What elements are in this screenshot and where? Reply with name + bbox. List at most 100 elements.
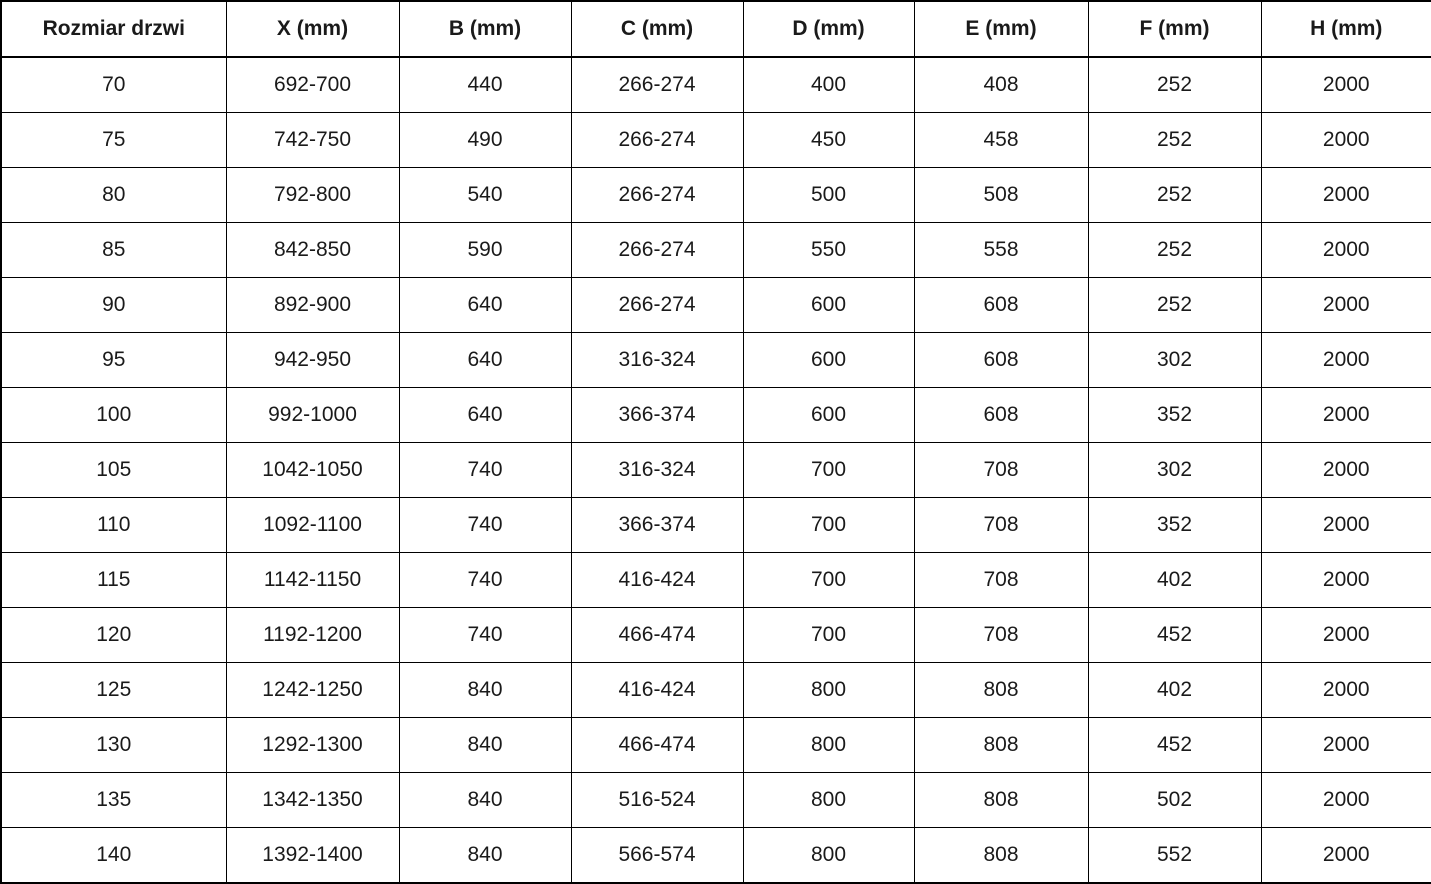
column-header-d: D (mm) bbox=[742, 0, 915, 58]
table-cell: 808 bbox=[913, 772, 1089, 828]
table-cell: 120 bbox=[0, 607, 227, 663]
table-cell: 105 bbox=[0, 442, 227, 498]
table-cell: 600 bbox=[742, 277, 915, 333]
table-cell: 352 bbox=[1087, 497, 1262, 553]
table-cell: 700 bbox=[742, 607, 915, 663]
table-cell: 608 bbox=[913, 332, 1089, 388]
column-header-h: H (mm) bbox=[1260, 0, 1431, 58]
table-body: 70 692-700 440 266-274 400 408 252 2000 75 742-75… bbox=[0, 56, 1431, 884]
table-cell: 608 bbox=[913, 387, 1089, 443]
table-cell: 302 bbox=[1087, 442, 1262, 498]
table-cell: 302 bbox=[1087, 332, 1262, 388]
table-cell: 942-950 bbox=[225, 332, 400, 388]
table-cell: 252 bbox=[1087, 167, 1262, 223]
table-cell: 2000 bbox=[1260, 387, 1431, 443]
table-cell: 792-800 bbox=[225, 167, 400, 223]
table-row: 75 742-750 490 266-274 450 458 252 2000 bbox=[0, 112, 1431, 168]
table-cell: 440 bbox=[398, 56, 572, 113]
table-cell: 640 bbox=[398, 387, 572, 443]
table-cell: 416-424 bbox=[570, 662, 744, 718]
table-row: 140 1392-1400 840 566-574 800 808 552 2000 bbox=[0, 827, 1431, 884]
table-cell: 1192-1200 bbox=[225, 607, 400, 663]
table-cell: 125 bbox=[0, 662, 227, 718]
table-cell: 708 bbox=[913, 607, 1089, 663]
table-cell: 1142-1150 bbox=[225, 552, 400, 608]
table-cell: 640 bbox=[398, 277, 572, 333]
table-cell: 402 bbox=[1087, 552, 1262, 608]
table-cell: 740 bbox=[398, 607, 572, 663]
table-cell: 808 bbox=[913, 717, 1089, 773]
table-cell: 135 bbox=[0, 772, 227, 828]
table-cell: 516-524 bbox=[570, 772, 744, 828]
table-cell: 552 bbox=[1087, 827, 1262, 884]
table-cell: 252 bbox=[1087, 112, 1262, 168]
table-cell: 558 bbox=[913, 222, 1089, 278]
table-cell: 840 bbox=[398, 717, 572, 773]
table-cell: 692-700 bbox=[225, 56, 400, 113]
table-cell: 266-274 bbox=[570, 112, 744, 168]
table-cell: 992-1000 bbox=[225, 387, 400, 443]
table-row: 135 1342-1350 840 516-524 800 808 502 2000 bbox=[0, 772, 1431, 828]
table-cell: 2000 bbox=[1260, 662, 1431, 718]
table-cell: 502 bbox=[1087, 772, 1262, 828]
table-cell: 1242-1250 bbox=[225, 662, 400, 718]
table-cell: 700 bbox=[742, 497, 915, 553]
table-cell: 1342-1350 bbox=[225, 772, 400, 828]
table-cell: 800 bbox=[742, 772, 915, 828]
table-cell: 2000 bbox=[1260, 552, 1431, 608]
table-row: 110 1092-1100 740 366-374 700 708 352 2000 bbox=[0, 497, 1431, 553]
table-row: 130 1292-1300 840 466-474 800 808 452 2000 bbox=[0, 717, 1431, 773]
table-cell: 2000 bbox=[1260, 56, 1431, 113]
table-cell: 566-574 bbox=[570, 827, 744, 884]
column-header-rozmiar-drzwi: Rozmiar drzwi bbox=[0, 0, 227, 58]
column-header-x: X (mm) bbox=[225, 0, 400, 58]
table-cell: 740 bbox=[398, 552, 572, 608]
table-cell: 2000 bbox=[1260, 277, 1431, 333]
table-cell: 252 bbox=[1087, 277, 1262, 333]
table-cell: 70 bbox=[0, 56, 227, 113]
table-cell: 2000 bbox=[1260, 607, 1431, 663]
table-row: 115 1142-1150 740 416-424 700 708 402 2000 bbox=[0, 552, 1431, 608]
table-cell: 740 bbox=[398, 442, 572, 498]
table-cell: 130 bbox=[0, 717, 227, 773]
table-cell: 1042-1050 bbox=[225, 442, 400, 498]
table-cell: 466-474 bbox=[570, 607, 744, 663]
table-cell: 266-274 bbox=[570, 222, 744, 278]
table-cell: 508 bbox=[913, 167, 1089, 223]
table-cell: 366-374 bbox=[570, 387, 744, 443]
table-cell: 452 bbox=[1087, 607, 1262, 663]
table-cell: 366-374 bbox=[570, 497, 744, 553]
table-cell: 90 bbox=[0, 277, 227, 333]
table-cell: 892-900 bbox=[225, 277, 400, 333]
table-cell: 2000 bbox=[1260, 222, 1431, 278]
table-cell: 316-324 bbox=[570, 442, 744, 498]
table-row: 80 792-800 540 266-274 500 508 252 2000 bbox=[0, 167, 1431, 223]
table-cell: 452 bbox=[1087, 717, 1262, 773]
table-cell: 266-274 bbox=[570, 277, 744, 333]
table-cell: 352 bbox=[1087, 387, 1262, 443]
table-cell: 2000 bbox=[1260, 167, 1431, 223]
table-cell: 640 bbox=[398, 332, 572, 388]
table-cell: 608 bbox=[913, 277, 1089, 333]
table-cell: 800 bbox=[742, 717, 915, 773]
table-cell: 400 bbox=[742, 56, 915, 113]
table-cell: 1092-1100 bbox=[225, 497, 400, 553]
table-cell: 500 bbox=[742, 167, 915, 223]
table-cell: 408 bbox=[913, 56, 1089, 113]
table-cell: 2000 bbox=[1260, 332, 1431, 388]
table-cell: 700 bbox=[742, 552, 915, 608]
table-cell: 252 bbox=[1087, 222, 1262, 278]
table-cell: 458 bbox=[913, 112, 1089, 168]
table-cell: 708 bbox=[913, 442, 1089, 498]
table-cell: 75 bbox=[0, 112, 227, 168]
column-header-c: C (mm) bbox=[570, 0, 744, 58]
table-cell: 742-750 bbox=[225, 112, 400, 168]
table-cell: 540 bbox=[398, 167, 572, 223]
table-row: 95 942-950 640 316-324 600 608 302 2000 bbox=[0, 332, 1431, 388]
column-header-f: F (mm) bbox=[1087, 0, 1262, 58]
table-header: Rozmiar drzwi X (mm) B (mm) C (mm) D (mm… bbox=[0, 0, 1431, 58]
table-cell: 316-324 bbox=[570, 332, 744, 388]
table-cell: 140 bbox=[0, 827, 227, 884]
table-cell: 450 bbox=[742, 112, 915, 168]
table-cell: 2000 bbox=[1260, 827, 1431, 884]
